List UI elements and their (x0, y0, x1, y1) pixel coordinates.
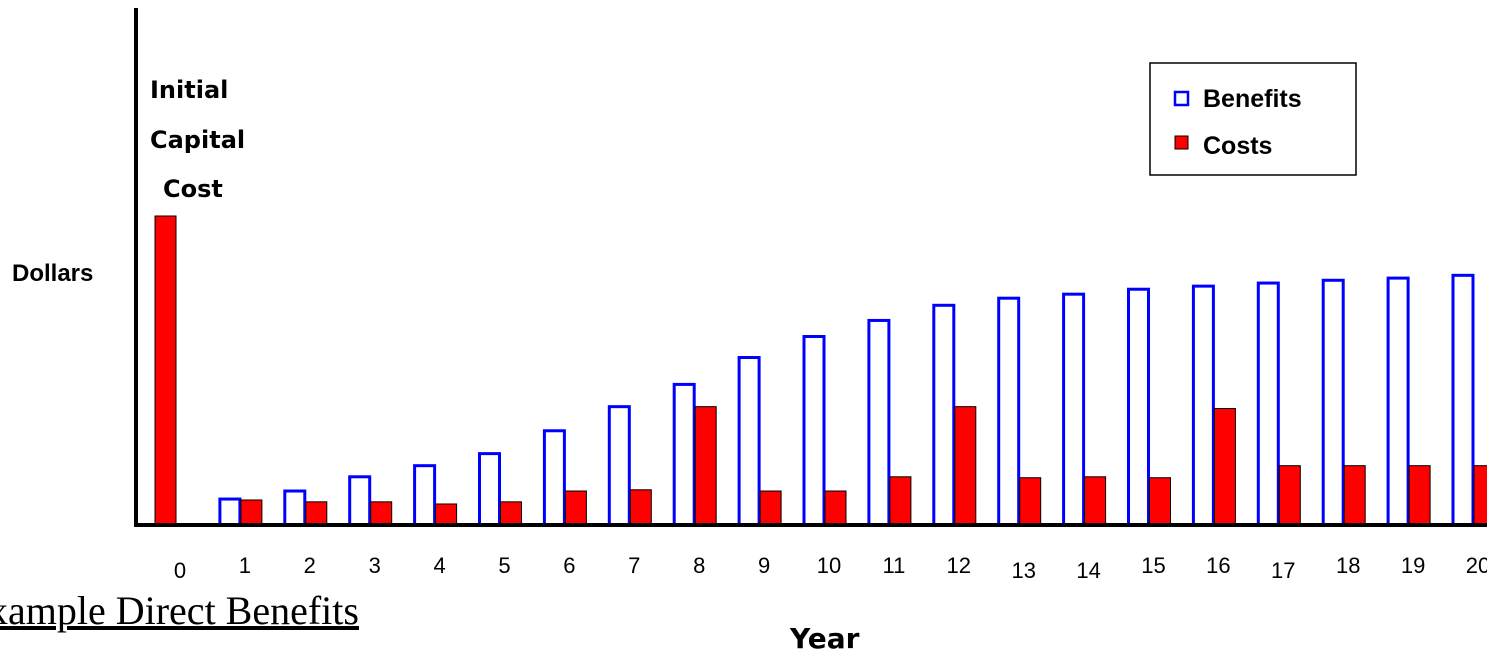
x-tick-4: 4 (433, 553, 445, 578)
cost-bar-year-5 (500, 501, 522, 526)
costs-series (154, 215, 1487, 526)
x-tick-19: 19 (1401, 553, 1425, 578)
x-tick-13: 13 (1011, 558, 1035, 583)
benefit-bar-year-16 (1191, 284, 1215, 527)
cost-bar-year-14 (1084, 476, 1107, 526)
benefit-bar-year-2 (283, 489, 307, 527)
cost-bar-year-1 (240, 499, 263, 526)
benefit-bar-year-12 (932, 303, 956, 527)
x-tick-7: 7 (628, 553, 640, 578)
x-tick-15: 15 (1141, 553, 1165, 578)
legend: Benefits Costs (1149, 62, 1357, 176)
legend-costs-label: Costs (1203, 132, 1272, 160)
x-tick-labels: 0 1 2 3 4 5 6 7 8 9 10 11 12 13 14 15 16 17 18 19 20 (174, 553, 1487, 583)
cost-bar-year-2 (305, 501, 328, 526)
cost-bar-year-3 (370, 501, 393, 526)
x-tick-6: 6 (563, 553, 575, 578)
cost-bar-year-8 (694, 406, 717, 526)
benefit-bar-year-8 (672, 382, 696, 527)
x-tick-10: 10 (817, 553, 841, 578)
benefit-bar-year-17 (1256, 281, 1280, 527)
legend-costs-swatch (1174, 135, 1189, 150)
x-tick-18: 18 (1336, 553, 1360, 578)
cost-bar-year-20 (1473, 465, 1487, 526)
cost-bar-year-10 (824, 490, 847, 526)
x-tick-0: 0 (174, 558, 186, 583)
benefit-bar-year-5 (478, 452, 501, 527)
annotation-line-3: Cost (163, 175, 223, 203)
x-tick-17: 17 (1271, 558, 1295, 583)
benefit-bar-year-20 (1451, 273, 1475, 527)
cost-bar-year-18 (1343, 465, 1366, 526)
x-tick-8: 8 (693, 553, 705, 578)
x-tick-5: 5 (498, 553, 510, 578)
x-tick-9: 9 (758, 553, 770, 578)
benefit-bar-year-10 (802, 335, 826, 527)
cost-bar-year-19 (1408, 465, 1431, 526)
benefit-bar-year-18 (1321, 278, 1345, 527)
cost-bar-year-17 (1278, 465, 1301, 526)
benefit-bar-year-4 (413, 464, 437, 527)
benefit-bar-year-9 (737, 356, 761, 527)
cost-bar-year-13 (1019, 477, 1042, 526)
benefit-bar-year-14 (1062, 292, 1086, 527)
x-tick-14: 14 (1076, 558, 1100, 583)
cost-bar-year-7 (629, 489, 652, 526)
cost-bar-year-12 (954, 406, 977, 526)
cost-bar-year-9 (759, 490, 782, 526)
benefit-bar-year-11 (867, 318, 891, 527)
benefit-bar-year-7 (607, 405, 631, 527)
legend-benefits-label: Benefits (1203, 85, 1302, 113)
cost-bar-year-4 (435, 503, 458, 526)
annotation-line-1: Initial (150, 76, 228, 104)
cost-bar-year-16 (1213, 408, 1236, 526)
x-tick-12: 12 (947, 553, 971, 578)
benefit-bar-year-13 (997, 296, 1021, 527)
x-tick-1: 1 (239, 553, 251, 578)
y-axis-label: Dollars (12, 260, 93, 287)
benefit-bar-year-3 (348, 475, 372, 527)
slide-caption: xample Direct Benefits (0, 588, 359, 633)
x-axis-label: Year (789, 622, 860, 655)
cost-bar-year-6 (564, 490, 587, 526)
cost-bar-year-15 (1149, 477, 1171, 526)
x-tick-20: 20 (1466, 553, 1487, 578)
x-tick-11: 11 (882, 553, 905, 578)
benefit-bar-year-15 (1127, 287, 1150, 527)
x-tick-3: 3 (369, 553, 381, 578)
x-tick-16: 16 (1206, 553, 1230, 578)
cost-bar-year-11 (889, 476, 912, 526)
cost-bar-year-0 (154, 215, 177, 526)
annotation-line-2: Capital (150, 126, 245, 154)
x-tick-2: 2 (304, 553, 316, 578)
benefit-bar-year-19 (1386, 276, 1410, 527)
legend-frame (1149, 62, 1357, 176)
benefit-bar-year-6 (542, 429, 566, 527)
benefit-bar-year-1 (218, 497, 242, 527)
legend-benefits-swatch (1173, 90, 1190, 107)
